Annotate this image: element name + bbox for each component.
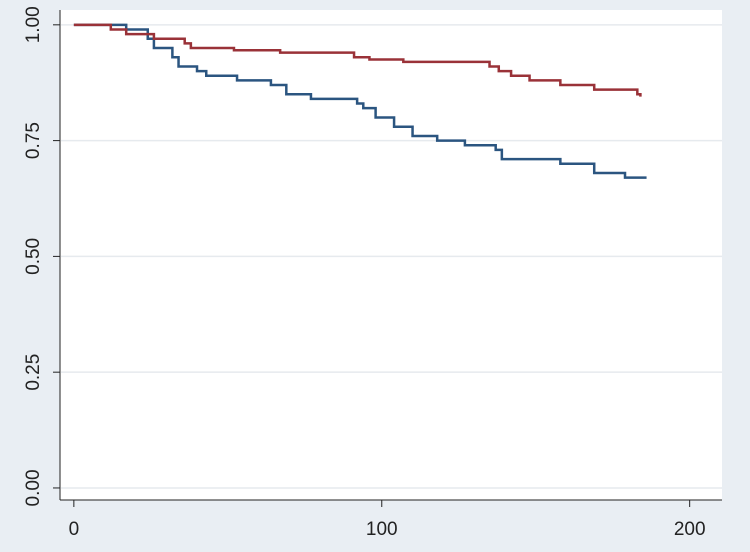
plot-area [60, 10, 722, 500]
y-tick-label: 0.50 [23, 238, 44, 275]
survival-line [73, 23, 647, 179]
survival-line [73, 23, 642, 97]
x-tick-label: 0 [69, 519, 80, 540]
y-tick-label: 1.00 [23, 6, 44, 43]
x-tick-label: 200 [674, 519, 706, 540]
y-tick-label: 0.00 [23, 469, 44, 506]
y-tick-label: 0.75 [23, 122, 44, 159]
x-tick-label: 100 [366, 519, 398, 540]
y-tick-label: 0.25 [23, 354, 44, 391]
